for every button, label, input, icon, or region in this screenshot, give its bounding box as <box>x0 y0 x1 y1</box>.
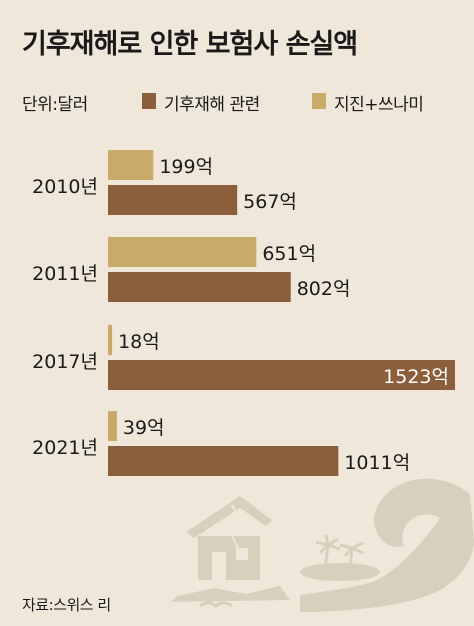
data-label: 39억 <box>123 417 165 439</box>
bar-quake <box>108 325 113 355</box>
bar-quake <box>108 150 154 180</box>
unit-label: 단위:달러 <box>22 95 88 115</box>
bar-climate <box>108 272 291 302</box>
tsunami-island-icon <box>199 478 474 612</box>
bars-group: 199억 567억 651억 802억 18억 1523억 39억 1011억 <box>108 150 455 476</box>
illustration <box>170 478 474 612</box>
data-label: 651억 <box>262 243 316 265</box>
category-label: 2017년 <box>32 351 98 373</box>
legend-label-climate: 기후재해 관련 <box>164 95 260 115</box>
category-labels: 2010년 2011년 2017년 2021년 <box>32 176 98 459</box>
legend-swatch-climate <box>142 93 156 109</box>
data-label: 567억 <box>243 191 297 213</box>
data-label: 1011억 <box>344 452 410 474</box>
bar-quake <box>108 411 117 441</box>
bar-climate <box>108 360 455 390</box>
bar-quake <box>108 237 257 267</box>
source-note: 자료:스위스 리 <box>22 596 111 614</box>
bar-climate <box>108 185 238 215</box>
data-label: 199억 <box>159 156 213 178</box>
ruined-house-icon <box>170 496 290 602</box>
category-label: 2021년 <box>32 437 98 459</box>
category-label: 2010년 <box>32 176 98 198</box>
category-label: 2011년 <box>32 263 98 285</box>
data-label: 1523억 <box>383 366 449 388</box>
bar-climate <box>108 446 339 476</box>
legend-swatch-quake <box>312 93 326 109</box>
legend-label-quake: 지진+쓰나미 <box>334 95 424 115</box>
data-label: 18억 <box>118 331 160 353</box>
data-label: 802억 <box>297 278 351 300</box>
chart-title: 기후재해로 인한 보험사 손실액 <box>22 29 358 60</box>
